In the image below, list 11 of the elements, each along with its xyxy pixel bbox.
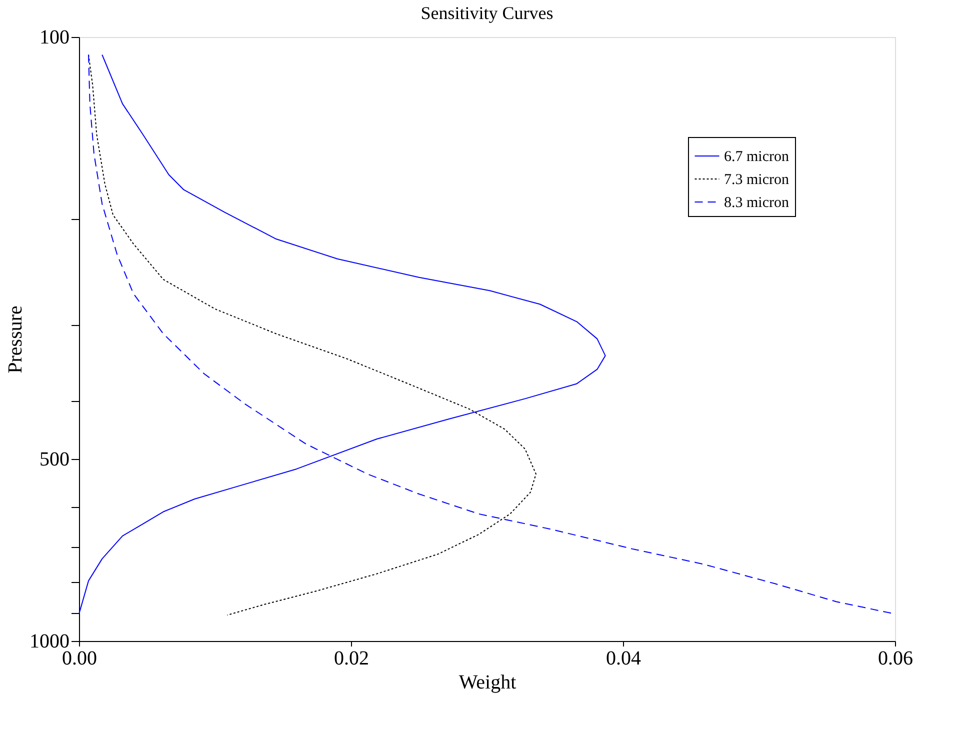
legend-label: 6.7 micron (724, 149, 790, 165)
y-axis-title: Pressure (4, 305, 26, 374)
y-tick-label: 100 (40, 26, 70, 48)
legend-label: 7.3 micron (724, 172, 790, 188)
x-tick-label: 0.06 (878, 648, 913, 670)
x-axis-title: Weight (458, 672, 517, 694)
x-tick-label: 0.02 (334, 648, 369, 670)
y-tick-label: 500 (40, 448, 70, 471)
x-tick-label: 0.04 (606, 648, 641, 670)
legend-label: 8.3 micron (724, 195, 790, 211)
chart-title: Sensitivity Curves (420, 3, 554, 23)
